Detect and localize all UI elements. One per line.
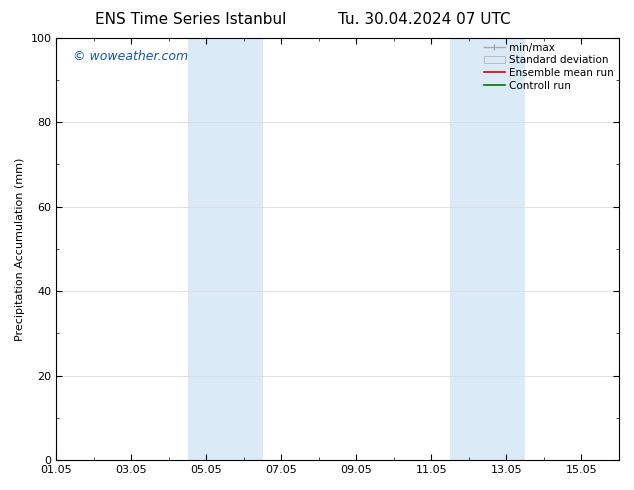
Text: Tu. 30.04.2024 07 UTC: Tu. 30.04.2024 07 UTC [339, 12, 511, 27]
Bar [450, 38, 525, 460]
Text: ENS Time Series Istanbul: ENS Time Series Istanbul [94, 12, 286, 27]
Y-axis label: Precipitation Accumulation (mm): Precipitation Accumulation (mm) [15, 157, 25, 341]
Bar [188, 38, 262, 460]
Legend: min/max, Standard deviation, Ensemble mean run, Controll run: min/max, Standard deviation, Ensemble me… [482, 41, 616, 93]
Text: © woweather.com: © woweather.com [74, 50, 188, 63]
